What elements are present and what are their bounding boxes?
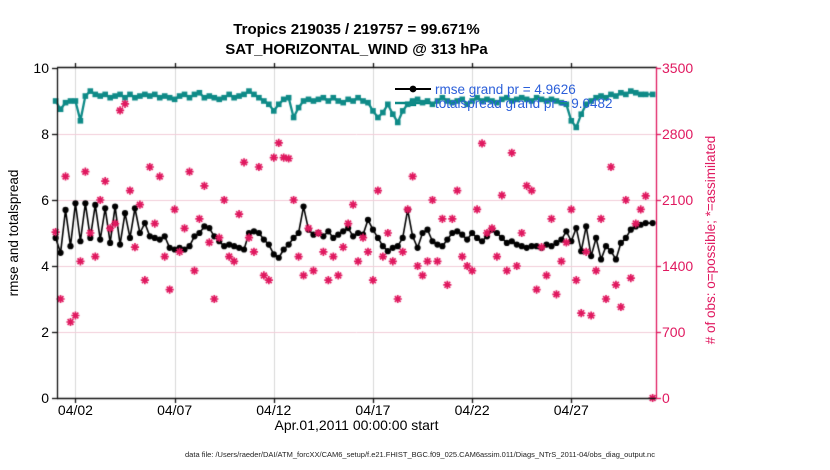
- x-tick-label: 04/27: [553, 402, 589, 418]
- y-tick-label-right: 1400: [662, 258, 694, 274]
- rmse-line-marker-icon: [395, 85, 431, 93]
- y-axis-label-left: rmse and totalspread: [6, 169, 21, 297]
- x-tick-label: 04/12: [256, 402, 292, 418]
- chart-title: Tropics 219035 / 219757 = 99.671%: [233, 21, 480, 38]
- data-file-path: data file: /Users/raeder/DAI/ATM_forcXX/…: [185, 450, 655, 459]
- x-tick-label: 04/17: [355, 402, 391, 418]
- legend-label-rmse: rmse grand pr = 4.9626: [435, 81, 576, 97]
- y-axis-label-right: # of obs: o=possible; *=assimilated: [703, 135, 718, 345]
- y-tick-label-left: 4: [41, 258, 49, 274]
- totalspread-line-marker-icon: [395, 99, 431, 107]
- y-tick-label-left: 8: [41, 126, 49, 142]
- legend-item-totalspread: totalspread grand pr = 9.0482: [394, 95, 613, 111]
- x-tick-label: 04/22: [454, 402, 490, 418]
- x-tick-label: 04/07: [157, 402, 193, 418]
- legend-label-totalspread: totalspread grand pr = 9.0482: [435, 95, 613, 111]
- y-tick-label-left: 10: [33, 60, 49, 76]
- y-tick-label-left: 0: [41, 390, 49, 406]
- chart-subtitle: SAT_HORIZONTAL_WIND @ 313 hPa: [225, 41, 488, 58]
- y-tick-label-right: 2800: [662, 126, 694, 142]
- legend: rmse grand pr = 4.9626 totalspread grand…: [394, 81, 613, 111]
- y-tick-label-left: 6: [41, 192, 49, 208]
- y-tick-label-right: 3500: [662, 60, 694, 76]
- y-tick-label-right: 2100: [662, 192, 694, 208]
- y-tick-label-right: 0: [662, 390, 670, 406]
- y-tick-label-left: 2: [41, 324, 49, 340]
- x-tick-label: 04/02: [57, 402, 93, 418]
- legend-item-rmse: rmse grand pr = 4.9626: [394, 81, 613, 97]
- y-tick-label-right: 700: [662, 324, 686, 340]
- x-axis-label: Apr.01,2011 00:00:00 start: [274, 417, 439, 433]
